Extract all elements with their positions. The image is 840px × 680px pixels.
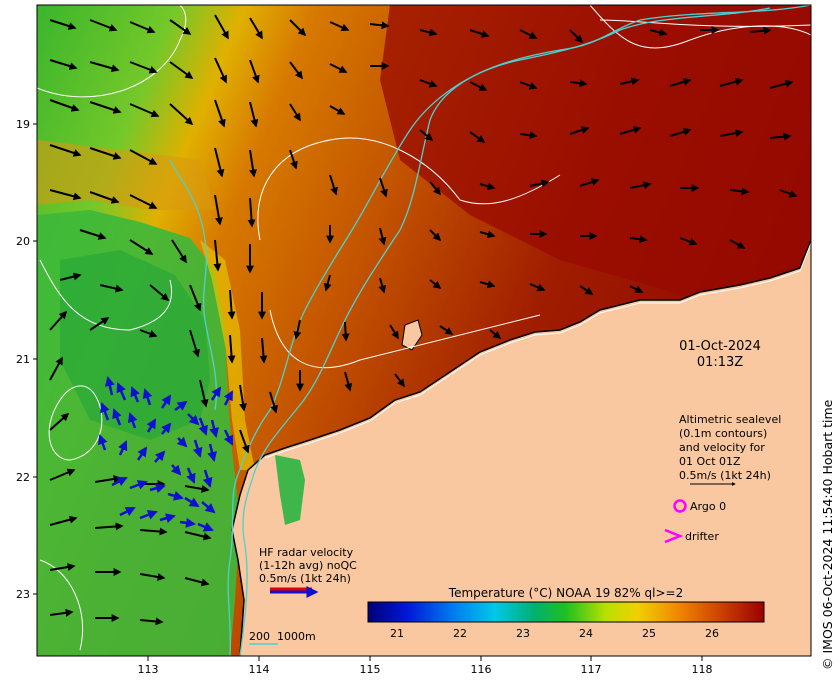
drifter-label: drifter (685, 530, 719, 543)
altimetry-velocity-arrows (49, 14, 798, 626)
hf-radar-legend-line-3: 0.5m/s (1kt 24h) (259, 572, 351, 585)
colorbar-tick-22: 22 (453, 627, 467, 640)
lon-label-114: 114 (249, 663, 270, 676)
peninsula (265, 458, 278, 548)
lat-axis (33, 123, 37, 595)
imos-credit: © IMOS 06-Oct-2024 11:54:40 Hobart time (820, 399, 835, 670)
colorbar-tick-24: 24 (579, 627, 593, 640)
timestamp-time: 01:13Z (697, 355, 743, 370)
bathymetry-legend: 200 1000m (249, 630, 316, 643)
colorbar-tick-21: 21 (390, 627, 404, 640)
argo-label: Argo 0 (690, 500, 726, 513)
coastline (231, 239, 811, 656)
colorbar: Temperature (°C) NOAA 19 82% ql>=2 21 22… (367, 586, 765, 640)
map-frame (36, 4, 812, 657)
bathymetry-contours (169, 5, 811, 656)
lon-label-118: 118 (692, 663, 713, 676)
hf-radar-legend-line-2: (1-12h avg) noQC (259, 559, 357, 572)
lat-label-20: 20 (16, 235, 30, 248)
colorbar-gradient (367, 601, 765, 623)
altimetry-legend-line-1: Altimetric sealevel (679, 413, 781, 426)
altimetry-legend: Altimetric sealevel (0.1m contours) and … (679, 413, 781, 486)
lat-label-21: 21 (16, 353, 30, 366)
colorbar-tick-23: 23 (516, 627, 530, 640)
island (401, 319, 423, 351)
colorbar-title: Temperature (°C) NOAA 19 82% ql>=2 (448, 586, 683, 600)
colorbar-tick-26: 26 (705, 627, 719, 640)
altimetry-legend-line-3: and velocity for (679, 441, 765, 454)
lon-label-116: 116 (471, 663, 492, 676)
lat-label-22: 22 (16, 471, 30, 484)
altimetry-legend-line-4: 01 Oct 01Z (679, 455, 741, 468)
sealevel-contours (37, 5, 811, 651)
lon-label-115: 115 (360, 663, 381, 676)
colorbar-tick-25: 25 (642, 627, 656, 640)
hf-radar-arrows (97, 376, 234, 532)
argo-marker-icon (673, 499, 687, 513)
lon-axis (147, 656, 703, 661)
altimetry-legend-line-5: 0.5m/s (1kt 24h) (679, 469, 771, 482)
lon-label-117: 117 (581, 663, 602, 676)
hf-radar-legend: HF radar velocity (1-12h avg) noQC 0.5m/… (259, 546, 357, 598)
hf-radar-legend-line-1: HF radar velocity (259, 546, 354, 559)
lat-label-19: 19 (16, 118, 30, 131)
timestamp-date: 01-Oct-2024 (679, 339, 761, 354)
lon-label-113: 113 (138, 663, 159, 676)
altimetry-legend-line-2: (0.1m contours) (679, 427, 767, 440)
land-mass (232, 240, 811, 656)
drifter-marker-icon (664, 528, 684, 544)
lat-label-23: 23 (16, 588, 30, 601)
